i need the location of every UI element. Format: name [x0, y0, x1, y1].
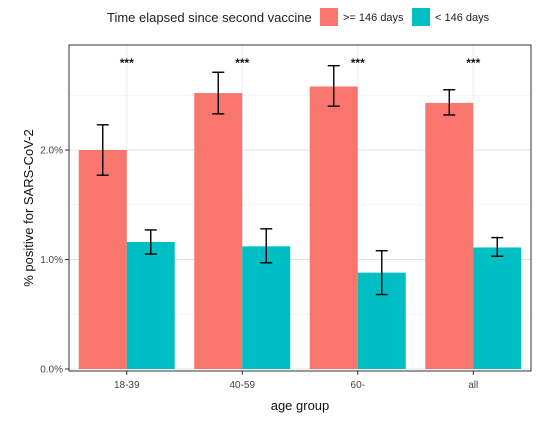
- error-bar-1-3: [491, 236, 504, 257]
- x-tick-label-1: 40-59: [229, 380, 255, 391]
- legend-label-series-1: < 146 days: [435, 12, 490, 24]
- legend-swatch-series-1: [412, 8, 430, 26]
- error-bars: [96, 64, 504, 296]
- error-bar-0-0: [96, 124, 109, 176]
- bars: [78, 86, 522, 370]
- x-tick-label-0: 18-39: [114, 380, 140, 391]
- y-tick-label-1: 1.0%: [40, 255, 63, 266]
- y-axis-title: % positive for SARS-CoV-2: [21, 129, 36, 287]
- y-tick-label-0: 0.0%: [40, 365, 63, 376]
- legend-title: Time elapsed since second vaccine: [107, 10, 312, 25]
- error-bar-1-0: [144, 229, 157, 255]
- bar-ge146-1: [194, 93, 243, 369]
- significance-label-1: ***: [235, 56, 249, 70]
- error-bar-0-3: [443, 89, 456, 116]
- significance-labels: *** *** *** ***: [120, 56, 481, 70]
- bar-lt146-0: [126, 241, 175, 369]
- x-axis: 18-39 40-59 60- all: [114, 371, 478, 391]
- bar-ge146-0: [78, 150, 127, 369]
- bar-ge146-2: [309, 86, 358, 370]
- bar-ge146-3: [425, 102, 474, 369]
- bar-lt146-1: [242, 246, 291, 369]
- bar-lt146-3: [473, 247, 522, 369]
- significance-label-0: ***: [120, 56, 134, 70]
- x-axis-title: age group: [271, 398, 330, 413]
- legend-label-series-0: >= 146 days: [343, 12, 404, 24]
- y-tick-label-2: 2.0%: [40, 146, 63, 157]
- error-bar-0-2: [327, 64, 340, 107]
- error-bar-1-2: [375, 250, 388, 296]
- significance-label-3: ***: [466, 56, 480, 70]
- x-tick-label-3: all: [468, 380, 478, 391]
- y-axis: 0.0% 1.0% 2.0%: [40, 146, 69, 376]
- error-bar-1-1: [260, 228, 273, 264]
- plot-border: [68, 44, 532, 372]
- significance-label-2: ***: [351, 56, 365, 70]
- legend-swatch-series-0: [320, 8, 338, 26]
- x-tick-label-2: 60-: [351, 380, 365, 391]
- legend: Time elapsed since second vaccine >= 146…: [107, 8, 490, 26]
- error-bar-0-1: [212, 71, 225, 115]
